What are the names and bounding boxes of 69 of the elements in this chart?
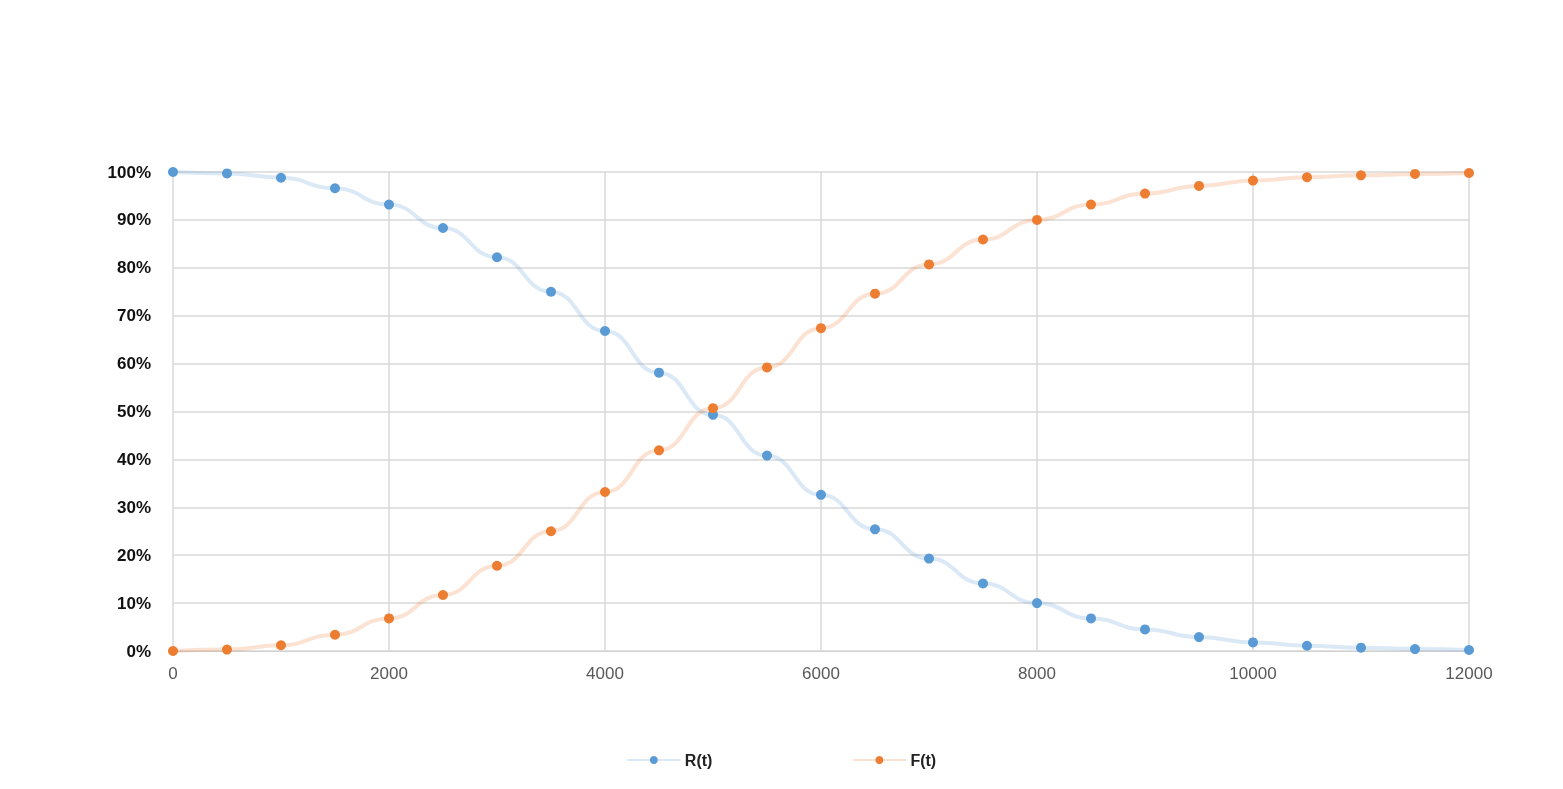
- y-tick-label: 80%: [116, 258, 151, 278]
- point: [1194, 632, 1204, 643]
- point: [1356, 642, 1366, 653]
- point: [168, 167, 178, 177]
- y-tick-label: 0%: [126, 641, 151, 661]
- point: [762, 362, 772, 373]
- point: [276, 640, 286, 651]
- point: [1464, 645, 1474, 656]
- point: [222, 644, 232, 655]
- point: [222, 168, 232, 179]
- x-tick-label: 12000: [1445, 664, 1493, 683]
- point: [1086, 199, 1096, 210]
- point: [816, 323, 826, 334]
- point: [870, 288, 880, 299]
- point: [384, 613, 394, 624]
- y-tick-label: 30%: [116, 497, 151, 517]
- point: [654, 367, 664, 378]
- point: [1302, 640, 1312, 651]
- y-tick-label: 10%: [116, 593, 151, 613]
- point: [492, 252, 502, 263]
- point: [1086, 613, 1096, 624]
- point: [1410, 168, 1420, 179]
- x-tick-label: 6000: [802, 664, 840, 683]
- point: [1410, 644, 1420, 655]
- point: [492, 560, 502, 571]
- x-tick-label: 10000: [1229, 664, 1277, 683]
- y-tick-label: 70%: [116, 306, 151, 326]
- point: [816, 489, 826, 500]
- point: [1464, 167, 1474, 178]
- point: [438, 589, 448, 600]
- x-tick-label: 0: [168, 664, 178, 683]
- point: [1302, 172, 1312, 183]
- point: [762, 450, 772, 461]
- point: [546, 526, 556, 537]
- point: [1248, 637, 1258, 648]
- y-tick-label: 20%: [116, 545, 151, 565]
- point: [924, 553, 934, 564]
- point: [276, 172, 286, 183]
- point: [1032, 214, 1042, 225]
- point: [870, 524, 880, 535]
- point: [1140, 188, 1150, 199]
- point: [1356, 170, 1366, 181]
- legend-label: F(t): [910, 751, 937, 769]
- y-tick-label: 60%: [116, 354, 151, 374]
- point: [330, 183, 340, 194]
- point: [654, 445, 664, 456]
- point: [384, 199, 394, 210]
- point: [546, 286, 556, 297]
- point: [978, 578, 988, 589]
- point: [600, 326, 610, 337]
- point: [978, 234, 988, 245]
- point: [708, 403, 718, 414]
- point: [1032, 598, 1042, 609]
- point: [1248, 175, 1258, 186]
- point: [438, 223, 448, 234]
- y-tick-label: 50%: [116, 402, 151, 421]
- point: [924, 259, 934, 270]
- point: [1140, 624, 1150, 635]
- point: [168, 646, 178, 656]
- legend-label: R(t): [684, 751, 713, 769]
- y-tick-label: 100%: [107, 162, 151, 182]
- x-tick-label: 8000: [1018, 664, 1056, 683]
- point: [330, 629, 340, 640]
- y-tick-label: 90%: [116, 210, 151, 230]
- x-tick-label: 4000: [586, 664, 624, 683]
- point: [1194, 180, 1204, 191]
- x-tick-label: 2000: [370, 664, 408, 683]
- y-tick-label: 40%: [116, 449, 151, 469]
- point: [600, 486, 610, 497]
